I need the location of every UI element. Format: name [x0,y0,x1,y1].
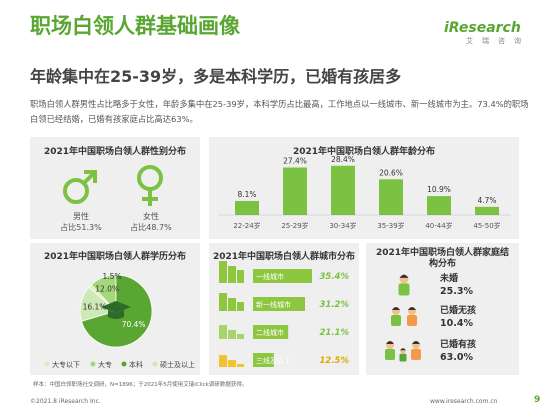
page-title: 职场白领人群基础画像 [30,14,240,38]
age-tick-label: 40-44岁 [425,221,452,230]
city-bar [253,325,289,339]
city-data-label: 35.4% [320,272,350,282]
age-bar [427,196,451,215]
education-data-label: 70.4% [122,320,146,329]
family-category-label: 已婚有孩 [440,338,476,350]
age-panel: 2021年中国职场白领人群年龄分布 8.1% 22-24岁 27.4% 25-29岁 2… [209,137,519,239]
family-data-label: 10.4% [440,318,473,329]
family-chart-title: 2021年中国职场白领人群家庭结构分布 [375,248,510,269]
family-structure-chart: 未婚 25.3% 已婚无孩 10.4% 已婚有孩 63.0% [385,272,476,363]
education-legend-swatch [152,361,158,367]
city-bar-label: 三线及以下 [256,356,291,365]
age-data-label: 27.4% [283,157,307,166]
education-legend-swatch [44,361,50,367]
city-panel: 2021年中国职场白领人群城市分布 一线城市 35.4% 新一线城市 31.2% 二线城… [209,243,359,375]
gender-panel: 2021年中国职场白领人群性别分布 男性 占比51.3% 女性 占比48.7% [30,137,200,239]
education-panel: 2021年中国职场白领人群学历分布 1.5% 12.0% 70.4% 16.1% 大专以… [30,243,200,375]
logo-subtext: 艾瑞咨询 [466,37,530,45]
female-value: 占比48.7% [130,223,172,232]
education-legend-label: 大专 [98,360,112,369]
age-data-label: 20.6% [379,168,403,177]
logo-text: iResearch [444,20,521,36]
age-data-label: 10.9% [427,185,451,194]
city-data-label: 31.2% [320,300,350,310]
education-data-label: 16.1% [83,302,107,311]
page-number: 9 [534,395,541,405]
age-tick-label: 35-39岁 [377,221,404,230]
education-legend-label: 大专以下 [52,360,80,369]
family-data-label: 63.0% [440,352,473,363]
age-data-label: 4.7% [477,196,496,205]
education-legend-label: 本科 [129,360,143,369]
education-pie-chart: 1.5% 12.0% 70.4% 16.1% 大专以下 大专 本科 硕士及以上 [44,272,195,369]
age-bar [379,179,403,215]
family-icon [385,341,421,362]
male-label: 男性 [73,212,89,221]
city-bar-label: 二线城市 [256,328,284,337]
age-tick-label: 25-29岁 [281,221,308,230]
copyright: ©2021.8 iResearch Inc. [30,398,101,405]
family-icon [398,274,410,296]
city-data-label: 12.5% [320,356,350,366]
education-data-label: 1.5% [102,272,121,281]
education-legend-swatch [121,361,127,367]
city-building-icon [219,325,244,339]
city-bar [253,269,312,283]
education-chart-title: 2021年中国职场白领人群学历分布 [43,252,187,262]
age-data-label: 28.4% [331,155,355,164]
city-bar-label: 新一线城市 [256,300,291,309]
age-bar [235,200,259,215]
footnote: 样本：中国白领职场社交调研，N=1896；于2021年5月使用艾瑞iClick调… [33,382,248,388]
age-chart-title: 2021年中国职场白领人群年龄分布 [292,147,436,157]
family-icon [391,307,417,326]
age-tick-label: 30-34岁 [329,221,356,230]
city-building-icon [219,261,244,283]
iresearch-logo: iResearch 艾瑞咨询 [444,20,534,50]
city-chart-title: 2021年中国职场白领人群城市分布 [212,252,356,262]
city-bar [253,297,305,311]
age-bar [475,206,499,215]
city-building-icon [219,355,244,367]
city-bar-label: 一线城市 [256,272,284,281]
education-legend-swatch [90,361,96,367]
age-bar-chart: 8.1% 22-24岁 27.4% 25-29岁 28.4% 30-34岁 20.6% 35-… [219,155,511,230]
female-icon [137,165,163,206]
gender-panel-title: 2021年中国职场白领人群性别分布 [43,147,187,157]
age-tick-label: 22-24岁 [233,221,260,230]
male-icon [63,170,97,204]
city-bar [253,353,274,367]
family-panel: 2021年中国职场白领人群家庭结构分布 未婚 25.3% 已婚无孩 10.4% 已婚有孩… [366,243,519,375]
city-bar-chart: 一线城市 35.4% 新一线城市 31.2% 二线城市 21.1% 三线及以下 12.5% [219,261,350,367]
age-bar [283,167,307,215]
page-subtitle: 年龄集中在25-39岁，多是本科学历，已婚有孩居多 [30,67,402,86]
city-data-label: 21.1% [320,328,350,338]
age-data-label: 8.1% [237,190,256,199]
male-value: 占比51.3% [60,223,102,232]
family-category-label: 已婚无孩 [440,304,476,316]
female-label: 女性 [143,212,159,221]
age-tick-label: 45-50岁 [473,221,500,230]
family-category-label: 未婚 [439,272,458,284]
education-legend-label: 硕士及以上 [160,360,195,369]
education-pie-slice [79,286,117,322]
page-description: 职场白领人群男性占比略多于女性，年龄多集中在25-39岁，本科学历占比最高，工作… [30,99,529,124]
age-bar [331,165,355,215]
graduation-cap-icon [101,301,131,319]
website: www.iresearch.com.cn [430,398,498,405]
family-data-label: 25.3% [440,286,473,297]
city-building-icon [219,293,244,311]
education-data-label: 12.0% [95,285,119,294]
